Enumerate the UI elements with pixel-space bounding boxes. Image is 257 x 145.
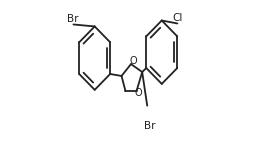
Text: Br: Br	[67, 13, 78, 23]
Text: O: O	[129, 57, 137, 67]
Text: Br: Br	[144, 120, 155, 130]
Text: O: O	[135, 88, 143, 98]
Text: Cl: Cl	[173, 12, 183, 22]
